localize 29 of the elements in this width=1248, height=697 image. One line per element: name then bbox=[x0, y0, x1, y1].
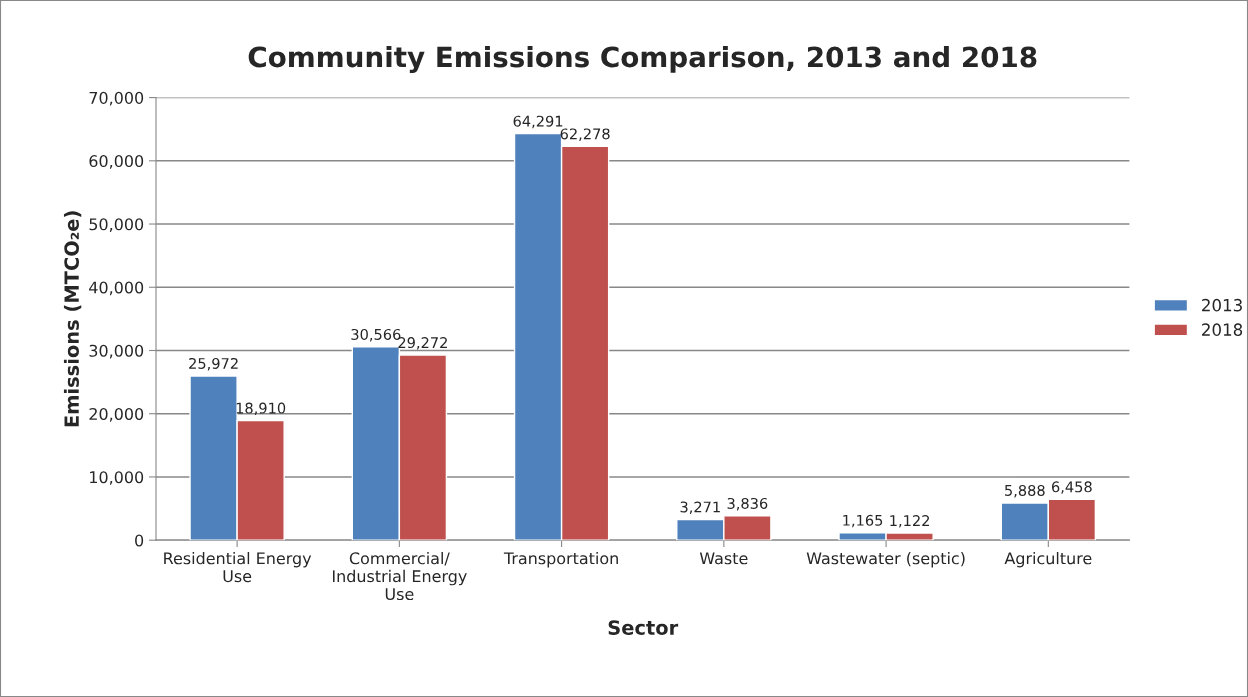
data-label: 18,910 bbox=[236, 402, 286, 416]
x-tick-label: Residential Energy Use bbox=[164, 551, 312, 583]
x-tick-label: Wastewater (septic) bbox=[806, 551, 965, 568]
data-label: 6,458 bbox=[1051, 481, 1092, 494]
data-label: 3,836 bbox=[727, 497, 768, 511]
data-label: 1,122 bbox=[890, 515, 930, 528]
x-tick-label: Agriculture bbox=[1004, 551, 1092, 568]
y-axis-title: Emissions (MTCO₂e) bbox=[63, 211, 82, 427]
y-tick-label: 10,000 bbox=[90, 471, 144, 485]
y-tick-label: 40,000 bbox=[89, 281, 144, 296]
y-tick-label: 50,000 bbox=[89, 218, 144, 232]
legend-label: 2013 bbox=[1202, 298, 1242, 312]
data-label: 62,278 bbox=[560, 128, 610, 141]
y-tick-label: 0 bbox=[135, 534, 144, 547]
x-axis-title: Sector bbox=[608, 620, 679, 635]
data-label: 25,972 bbox=[189, 357, 238, 371]
data-label: 5,888 bbox=[1005, 484, 1045, 498]
y-tick-label: 30,000 bbox=[89, 344, 144, 359]
y-tick-label: 60,000 bbox=[89, 155, 144, 169]
data-label: 64,291 bbox=[513, 115, 563, 129]
x-tick-label: Waste bbox=[699, 552, 748, 565]
y-tick-label: 20,000 bbox=[89, 407, 144, 422]
legend-label: 2018 bbox=[1202, 323, 1243, 336]
data-label: 3,271 bbox=[680, 501, 720, 514]
y-tick-label: 70,000 bbox=[89, 91, 144, 106]
chart-title: Community Emissions Comparison, 2013 and 2018 bbox=[248, 45, 1037, 74]
x-tick-label: Transportation bbox=[503, 551, 618, 568]
data-label: 1,165 bbox=[843, 514, 883, 528]
x-tick-label: Commercial/ Industrial Energy Use bbox=[332, 551, 467, 601]
